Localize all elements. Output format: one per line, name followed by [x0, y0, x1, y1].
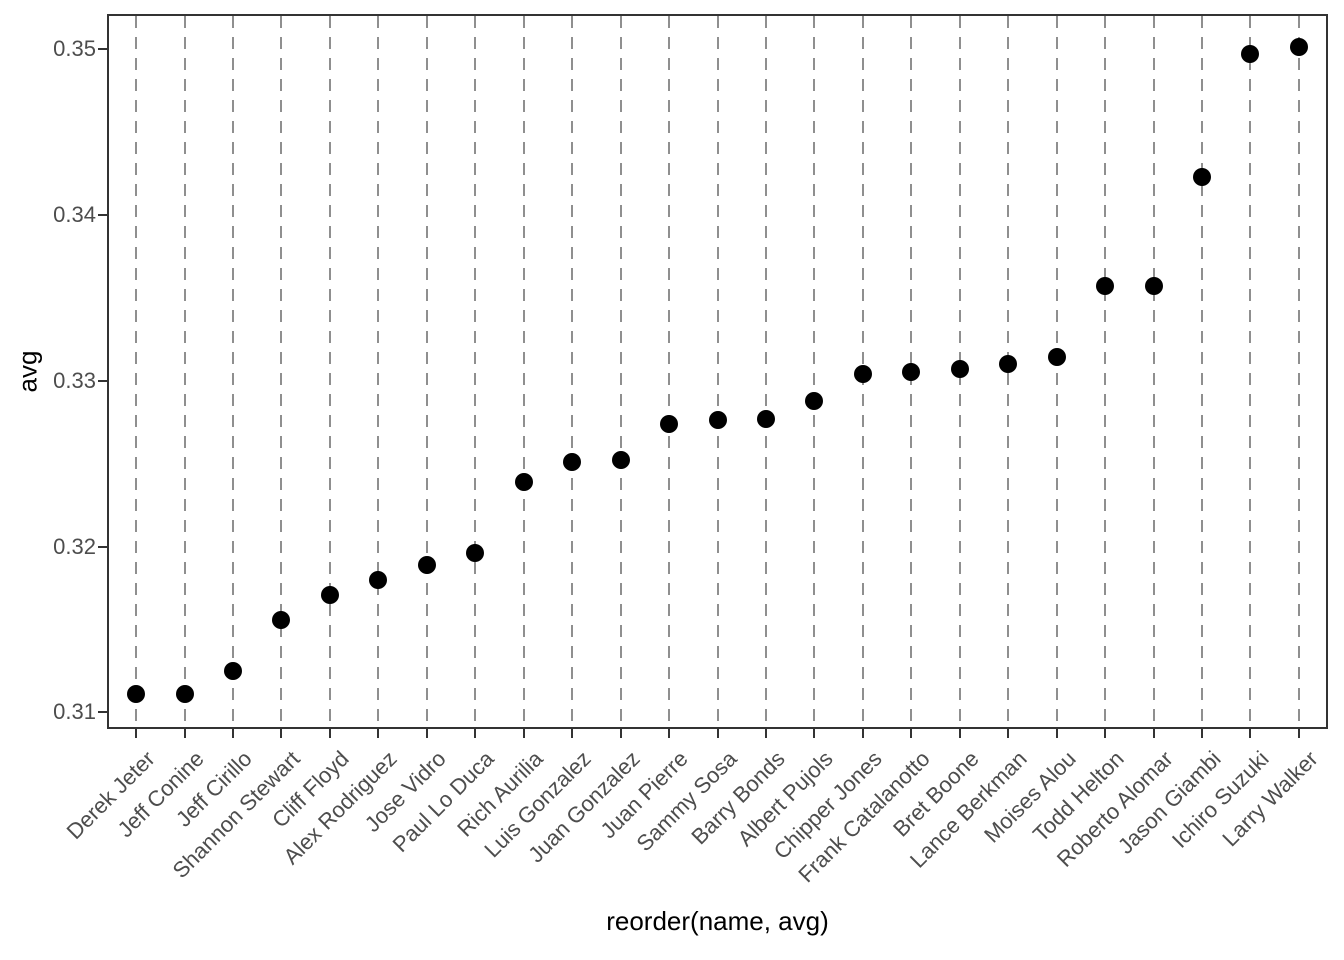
y-tick-label: 0.31 — [53, 699, 96, 725]
x-axis-tick — [1201, 729, 1204, 738]
x-axis-tick — [280, 729, 283, 738]
vertical-gridline — [135, 16, 138, 727]
vertical-gridline — [425, 16, 428, 727]
x-axis-tick — [425, 729, 428, 738]
x-axis-tick — [571, 729, 574, 738]
vertical-gridline — [1249, 16, 1252, 727]
data-point — [369, 570, 388, 589]
vertical-gridline — [619, 16, 622, 727]
x-axis-tick — [231, 729, 234, 738]
y-tick-label: 0.35 — [53, 35, 96, 61]
vertical-gridline — [1297, 16, 1300, 727]
x-axis-tick — [861, 729, 864, 738]
data-point — [660, 414, 679, 433]
x-axis-tick — [377, 729, 380, 738]
x-axis-tick — [764, 729, 767, 738]
vertical-gridline — [522, 16, 525, 727]
vertical-gridline — [183, 16, 186, 727]
y-axis-tick — [98, 379, 107, 382]
data-point — [611, 451, 630, 470]
vertical-gridline — [764, 16, 767, 727]
x-axis-tick — [619, 729, 622, 738]
x-axis-tick — [1055, 729, 1058, 738]
x-axis-tick — [135, 729, 138, 738]
vertical-gridline — [1152, 16, 1155, 727]
data-point — [708, 411, 727, 430]
vertical-gridline — [1104, 16, 1107, 727]
x-axis-tick — [1152, 729, 1155, 738]
x-axis-tick — [522, 729, 525, 738]
vertical-gridline — [1201, 16, 1204, 727]
x-axis-tick — [1007, 729, 1010, 738]
data-point — [853, 364, 872, 383]
y-tick-label: 0.34 — [53, 201, 96, 227]
x-axis-tick — [910, 729, 913, 738]
vertical-gridline — [377, 16, 380, 727]
data-point — [320, 585, 339, 604]
data-point — [563, 452, 582, 471]
vertical-gridline — [668, 16, 671, 727]
y-axis-tick — [98, 47, 107, 50]
data-point — [272, 610, 291, 629]
data-point — [1096, 277, 1115, 296]
data-point — [417, 555, 436, 574]
data-point — [466, 544, 485, 563]
vertical-gridline — [1055, 16, 1058, 727]
x-axis-tick — [813, 729, 816, 738]
data-point — [1047, 348, 1066, 367]
y-axis-tick — [98, 213, 107, 216]
data-point — [1193, 167, 1212, 186]
x-axis-tick — [958, 729, 961, 738]
data-point — [950, 360, 969, 378]
data-point — [127, 685, 146, 704]
y-axis-tick — [98, 711, 107, 714]
x-axis-tick — [1249, 729, 1252, 738]
vertical-gridline — [813, 16, 816, 727]
vertical-gridline — [716, 16, 719, 727]
vertical-gridline — [328, 16, 331, 727]
x-axis-tick — [474, 729, 477, 738]
data-point — [1241, 44, 1260, 63]
x-axis-tick — [1297, 729, 1300, 738]
y-tick-label: 0.33 — [53, 367, 96, 393]
data-point — [1289, 38, 1308, 57]
data-point — [1144, 277, 1163, 296]
data-point — [902, 363, 921, 382]
data-point — [223, 661, 242, 680]
x-axis-tick — [183, 729, 186, 738]
vertical-gridline — [280, 16, 283, 727]
x-axis-tick — [716, 729, 719, 738]
data-point — [175, 685, 194, 704]
x-axis-title: reorder(name, avg) — [606, 906, 829, 936]
vertical-gridline — [571, 16, 574, 727]
x-axis-tick — [328, 729, 331, 738]
data-point — [999, 355, 1018, 374]
y-axis-tick — [98, 545, 107, 548]
x-axis-tick — [1104, 729, 1107, 738]
x-axis-tick — [668, 729, 671, 738]
vertical-gridline — [474, 16, 477, 727]
data-point — [514, 472, 533, 491]
data-point — [805, 391, 824, 410]
data-point — [756, 409, 775, 428]
y-tick-label: 0.32 — [53, 533, 96, 559]
vertical-gridline — [231, 16, 234, 727]
